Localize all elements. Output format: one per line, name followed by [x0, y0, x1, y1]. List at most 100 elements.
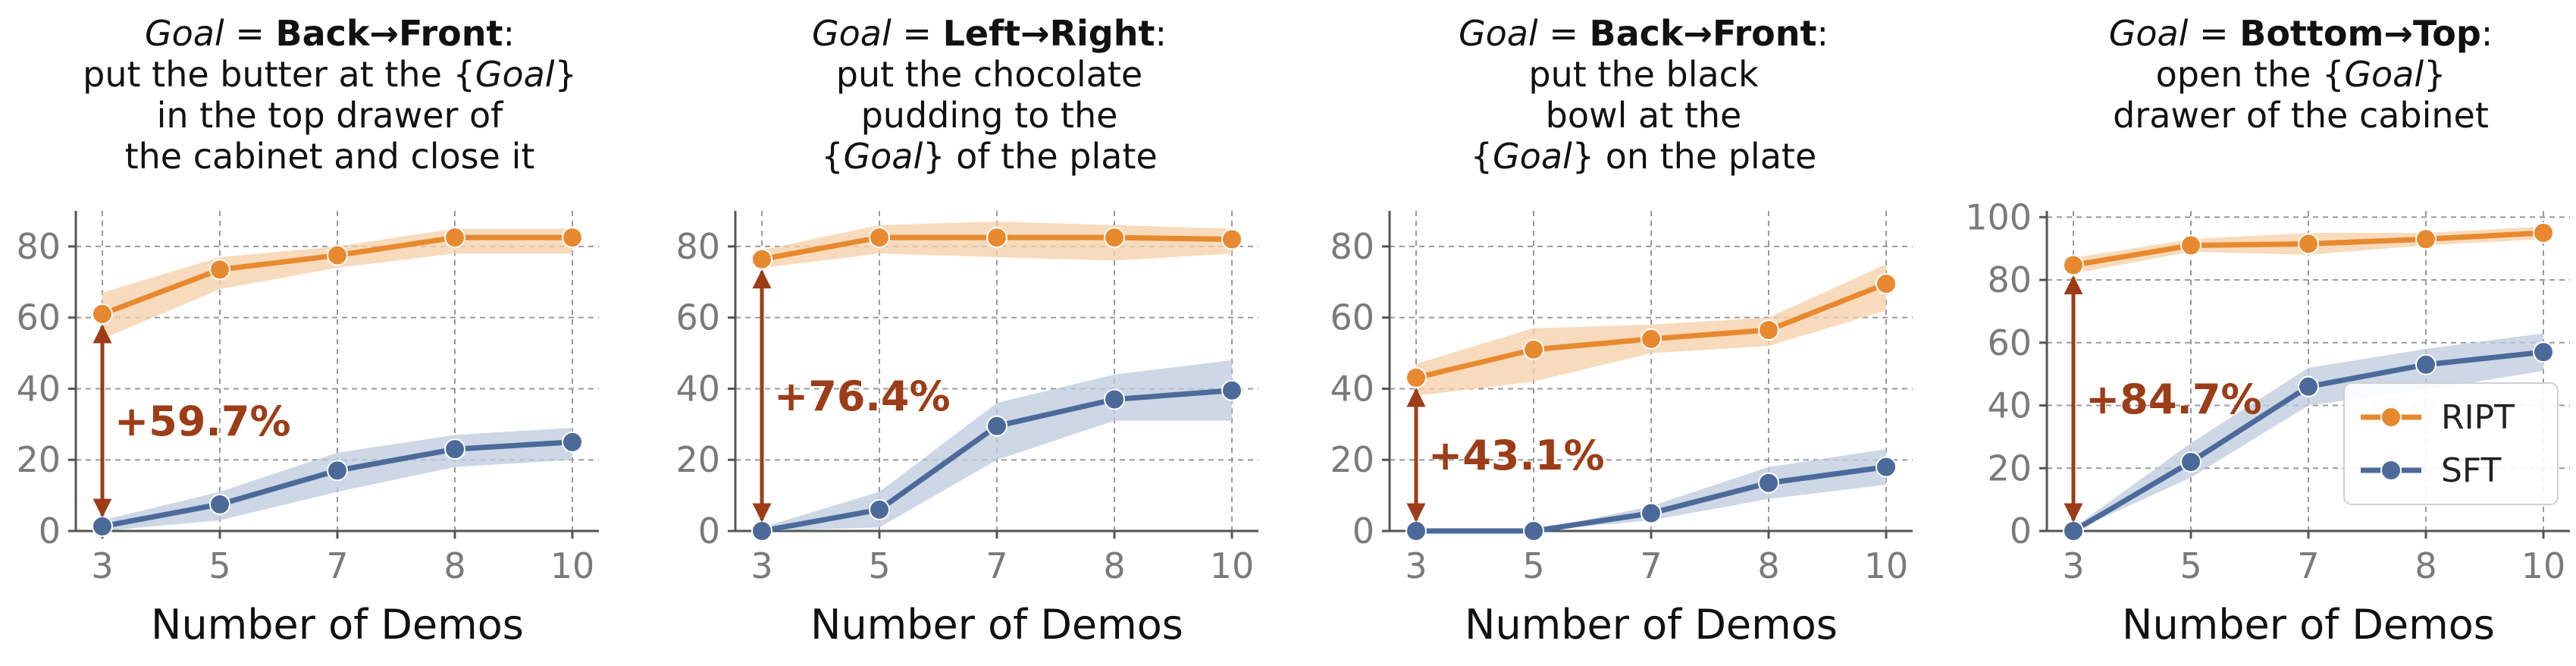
x-tick-label-2: 7: [986, 545, 1008, 586]
data-point-sft-4: [1221, 379, 1243, 401]
x-tick-label-3: 8: [2415, 545, 2437, 586]
data-point-ript-3: [2415, 228, 2437, 250]
chart-title-line-3: {Goal} on the plate: [1471, 136, 1817, 177]
data-point-ript-1: [1523, 338, 1544, 360]
legend-label-sft: SFT: [2441, 451, 2501, 490]
title-direction: Bottom→Top: [2239, 13, 2481, 54]
data-point-ript-2: [2298, 233, 2319, 255]
data-point-ript-1: [209, 259, 230, 281]
x-tick-label-0: 3: [1405, 545, 1427, 586]
y-tick-label-2: 40: [1987, 385, 2032, 426]
x-tick-label-1: 5: [868, 545, 890, 586]
data-point-sft-2: [986, 415, 1008, 437]
data-point-sft-1: [2180, 451, 2202, 473]
title-brace-open: {: [453, 54, 475, 95]
y-tick-label-2: 40: [16, 368, 61, 409]
title-equals: =: [892, 13, 943, 54]
chart-title-line-1: put the black: [1528, 54, 1759, 95]
data-point-ript-4: [1876, 273, 1897, 295]
legend-marker-sft: [2380, 460, 2402, 481]
data-point-ript-4: [562, 227, 583, 249]
x-axis-title: Number of Demos: [810, 601, 1183, 649]
title-equals: =: [2188, 13, 2239, 54]
y-tick-label-1: 20: [1987, 448, 2032, 489]
chart-title-line-1: open the {Goal}: [2156, 54, 2446, 95]
y-tick-label-4: 80: [1330, 226, 1374, 267]
data-point-sft-1: [869, 498, 890, 520]
title-goal-word: Goal: [145, 13, 224, 54]
data-point-sft-2: [1641, 502, 1662, 524]
x-tick-label-2: 7: [2297, 545, 2319, 586]
y-tick-label-4: 80: [1987, 259, 2032, 300]
data-point-sft-3: [1104, 388, 1125, 410]
chart-title-line-3: {Goal} of the plate: [821, 136, 1158, 177]
y-tick-label-2: 40: [1330, 368, 1374, 409]
title-goal-word: Goal: [2109, 13, 2189, 54]
chart-title-goal-line: Goal = Bottom→Top:: [2109, 13, 2493, 54]
title-colon: :: [1817, 13, 1829, 54]
data-point-sft-4: [1876, 456, 1897, 478]
y-tick-label-3: 60: [1987, 322, 2032, 363]
title-text-part: put the chocolate: [836, 54, 1142, 95]
title-brace-close: }: [555, 54, 577, 95]
data-point-sft-4: [2533, 341, 2554, 363]
title-direction: Back→Front: [276, 13, 503, 54]
data-point-ript-0: [1406, 366, 1427, 388]
x-tick-label-2: 7: [326, 545, 348, 586]
gap-annotation-label: +76.4%: [774, 372, 951, 420]
data-point-ript-1: [2180, 234, 2202, 256]
chart-panel-4: 0 20 40 60 80 100 3 5 7 8 10 Number of Demos Goal = …: [1965, 13, 2570, 649]
y-tick-label-0: 0: [698, 510, 720, 551]
chart-title-line-2: pudding to the: [861, 95, 1118, 136]
data-point-ript-0: [92, 303, 113, 325]
x-tick-label-3: 8: [1757, 545, 1779, 586]
data-point-ript-3: [444, 227, 465, 249]
data-point-sft-4: [562, 431, 583, 453]
chart-title-goal-line: Goal = Back→Front:: [145, 13, 515, 54]
legend-label-ript: RIPT: [2441, 398, 2515, 437]
data-point-ript-4: [2533, 221, 2554, 243]
title-goal-word: Goal: [1459, 13, 1538, 54]
data-point-ript-1: [869, 227, 890, 249]
y-tick-label-2: 40: [675, 368, 720, 409]
x-tick-label-2: 7: [1640, 545, 1662, 586]
x-tick-label-0: 3: [751, 545, 772, 586]
data-point-sft-3: [1758, 472, 1779, 494]
y-tick-label-1: 20: [1330, 439, 1374, 480]
chart-title-goal-line: Goal = Left→Right:: [812, 13, 1167, 54]
data-point-ript-3: [1758, 319, 1779, 341]
title-equals: =: [1538, 13, 1590, 54]
title-text-part: pudding to the: [861, 95, 1118, 136]
title-text-part: drawer of the cabinet: [2113, 95, 2489, 136]
title-colon: :: [1155, 13, 1167, 54]
y-tick-label-1: 20: [16, 439, 61, 480]
title-goal-italic: Goal: [844, 136, 923, 177]
data-point-ript-0: [751, 248, 772, 270]
chart-title-line-3: the cabinet and close it: [125, 136, 535, 177]
title-text-part: of the plate: [945, 136, 1158, 177]
data-point-ript-4: [1221, 228, 1243, 250]
data-point-sft-3: [444, 438, 465, 460]
title-brace-close: }: [923, 136, 945, 177]
title-text-part: on the plate: [1594, 136, 1816, 177]
y-tick-label-3: 60: [1330, 297, 1374, 338]
data-point-sft-0: [92, 515, 113, 537]
chart-title-line-2: bowl at the: [1546, 95, 1742, 136]
x-tick-label-0: 3: [2062, 545, 2084, 586]
x-tick-label-4: 10: [550, 545, 595, 586]
y-tick-label-4: 80: [675, 226, 720, 267]
title-text-part: open the: [2156, 54, 2323, 95]
data-point-ript-2: [327, 244, 348, 266]
title-text-part: put the black: [1528, 54, 1759, 95]
chart-title-line-1: put the chocolate: [836, 54, 1142, 95]
y-tick-label-0: 0: [2010, 510, 2032, 551]
title-equals: =: [224, 13, 276, 54]
y-tick-label-0: 0: [39, 510, 61, 551]
confidence-band-sft: [1416, 449, 1886, 531]
title-direction: Left→Right: [943, 13, 1155, 54]
x-tick-label-0: 3: [91, 545, 113, 586]
gap-annotation-label: +59.7%: [114, 397, 291, 445]
title-brace-close: }: [1572, 136, 1594, 177]
title-goal-word: Goal: [812, 13, 892, 54]
